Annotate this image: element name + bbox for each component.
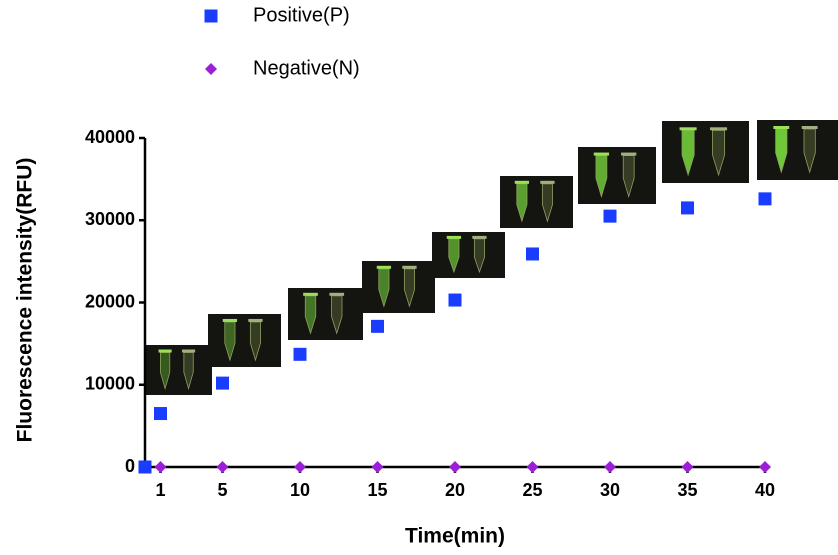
point <box>526 461 539 473</box>
y-tick-label: 20000 <box>85 291 135 311</box>
x-tick-label: 20 <box>445 480 465 500</box>
y-tick-label: 40000 <box>85 127 135 147</box>
tube-cap <box>222 318 238 322</box>
tube-cap <box>621 152 637 156</box>
tube-photos <box>145 120 838 395</box>
legend-label: Negative(N) <box>253 57 360 79</box>
tube-cap <box>773 126 790 129</box>
x-tick-label: 5 <box>217 480 227 500</box>
x-tick-label: 25 <box>522 480 542 500</box>
tube-cap <box>158 349 172 353</box>
x-tick-label: 30 <box>600 480 620 500</box>
tube-cap <box>446 235 462 239</box>
photo-bg <box>145 345 212 395</box>
point <box>526 247 539 261</box>
point <box>604 461 616 473</box>
photo-bg <box>208 314 281 367</box>
tube-cap <box>303 292 318 296</box>
point <box>681 461 694 473</box>
photo-bg <box>500 176 573 228</box>
tube-cap <box>402 265 417 269</box>
photo-bg <box>432 232 505 278</box>
tube-cap <box>329 292 345 296</box>
point <box>138 460 152 474</box>
tube-cap <box>472 235 487 239</box>
tube-cap <box>248 318 263 322</box>
x-tick-label: 35 <box>677 480 697 500</box>
y-tick-label: 10000 <box>85 374 135 394</box>
point <box>681 201 694 215</box>
x-tick-label: 40 <box>755 480 775 500</box>
x-axis-title: Time(min) <box>405 525 505 548</box>
tube-cap <box>540 180 555 184</box>
tube-cap <box>593 152 610 156</box>
tube-cap <box>181 349 196 353</box>
point <box>448 293 462 307</box>
x-tick-label: 15 <box>367 480 387 500</box>
point <box>449 461 461 473</box>
point <box>294 461 306 473</box>
tube-cap <box>801 126 818 129</box>
x-tick-label: 10 <box>290 480 310 500</box>
point <box>371 319 384 333</box>
y-tick-label: 0 <box>125 456 135 476</box>
tube-cap <box>679 127 697 131</box>
photo-bg <box>662 121 749 183</box>
tube-cap <box>514 180 530 184</box>
point <box>205 63 217 75</box>
point <box>603 209 617 223</box>
point <box>216 376 229 390</box>
tube-cap <box>376 265 392 269</box>
point <box>758 192 772 206</box>
y-tick-label: 30000 <box>85 209 135 229</box>
point <box>154 461 167 473</box>
point <box>216 461 229 473</box>
y-axis-title: Fluorescence intensity(RFU) <box>14 158 37 443</box>
point <box>293 347 307 361</box>
photo-bg <box>288 288 363 340</box>
legend-label: Positive(P) <box>253 4 350 26</box>
point <box>759 461 771 473</box>
point <box>154 407 167 421</box>
photo-bg <box>757 120 838 180</box>
point <box>204 9 218 23</box>
x-tick-label: 1 <box>155 480 165 500</box>
point <box>371 461 384 473</box>
tube-cap <box>710 127 728 131</box>
photo-bg <box>362 261 435 313</box>
photo-bg <box>578 147 656 204</box>
